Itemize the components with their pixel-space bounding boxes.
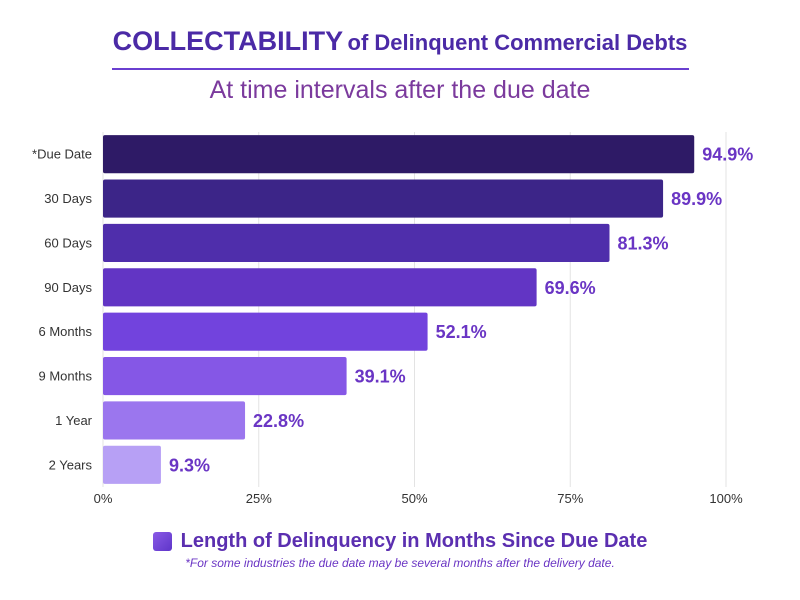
value-label: 39.1%	[355, 367, 406, 387]
value-label: 22.8%	[253, 411, 304, 431]
value-label: 81.3%	[617, 233, 668, 253]
bar	[103, 223, 610, 263]
x-tick-label: 25%	[246, 491, 272, 506]
bar	[103, 445, 161, 484]
x-tick-label: 100%	[709, 491, 743, 506]
chart-title-rest: of Delinquent Commercial Debts	[347, 30, 688, 55]
bar	[103, 312, 428, 351]
bar	[103, 179, 664, 218]
value-label: 69.6%	[545, 278, 596, 298]
category-label: 1 Year	[55, 413, 93, 428]
legend-swatch	[152, 532, 172, 551]
legend: Length of Delinquency in Months Since Du…	[0, 530, 800, 553]
value-label: 94.9%	[702, 145, 753, 165]
category-label: 9 Months	[39, 369, 93, 384]
bar	[103, 401, 246, 440]
category-label: 2 Years	[49, 457, 93, 472]
value-label: 89.9%	[671, 189, 722, 209]
footnote: *For some industries the due date may be…	[185, 556, 615, 570]
value-label: 9.3%	[169, 455, 210, 475]
category-label: 90 Days	[44, 280, 92, 295]
bar	[103, 268, 537, 307]
title-underline	[112, 68, 689, 70]
category-label: *Due Date	[32, 147, 92, 162]
bar	[103, 135, 695, 174]
bar	[103, 356, 347, 396]
x-tick-label: 0%	[94, 491, 113, 506]
value-label: 52.1%	[436, 322, 487, 342]
category-label: 6 Months	[39, 324, 93, 339]
category-label: 60 Days	[44, 235, 92, 250]
x-tick-label: 50%	[401, 491, 427, 506]
chart-title-strong: COLLECTABILITY	[112, 26, 344, 56]
legend-label: Length of Delinquency in Months Since Du…	[180, 530, 648, 552]
x-tick-label: 75%	[557, 491, 583, 506]
category-label: 30 Days	[44, 191, 92, 206]
chart-subtitle: At time intervals after the due date	[209, 76, 591, 104]
chart-title: COLLECTABILITY of Delinquent Commercial …	[0, 26, 800, 57]
